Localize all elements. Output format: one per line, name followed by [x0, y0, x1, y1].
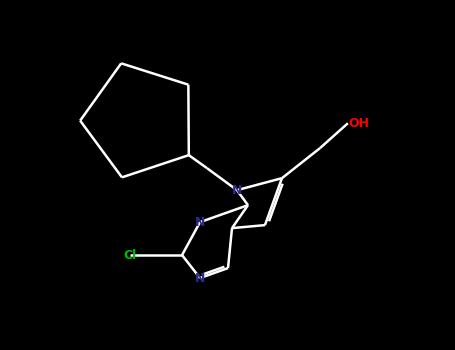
Text: N: N	[195, 272, 205, 285]
Text: OH: OH	[348, 117, 369, 130]
Text: Cl: Cl	[123, 248, 136, 261]
Text: N: N	[232, 184, 242, 197]
Text: N: N	[195, 216, 205, 229]
